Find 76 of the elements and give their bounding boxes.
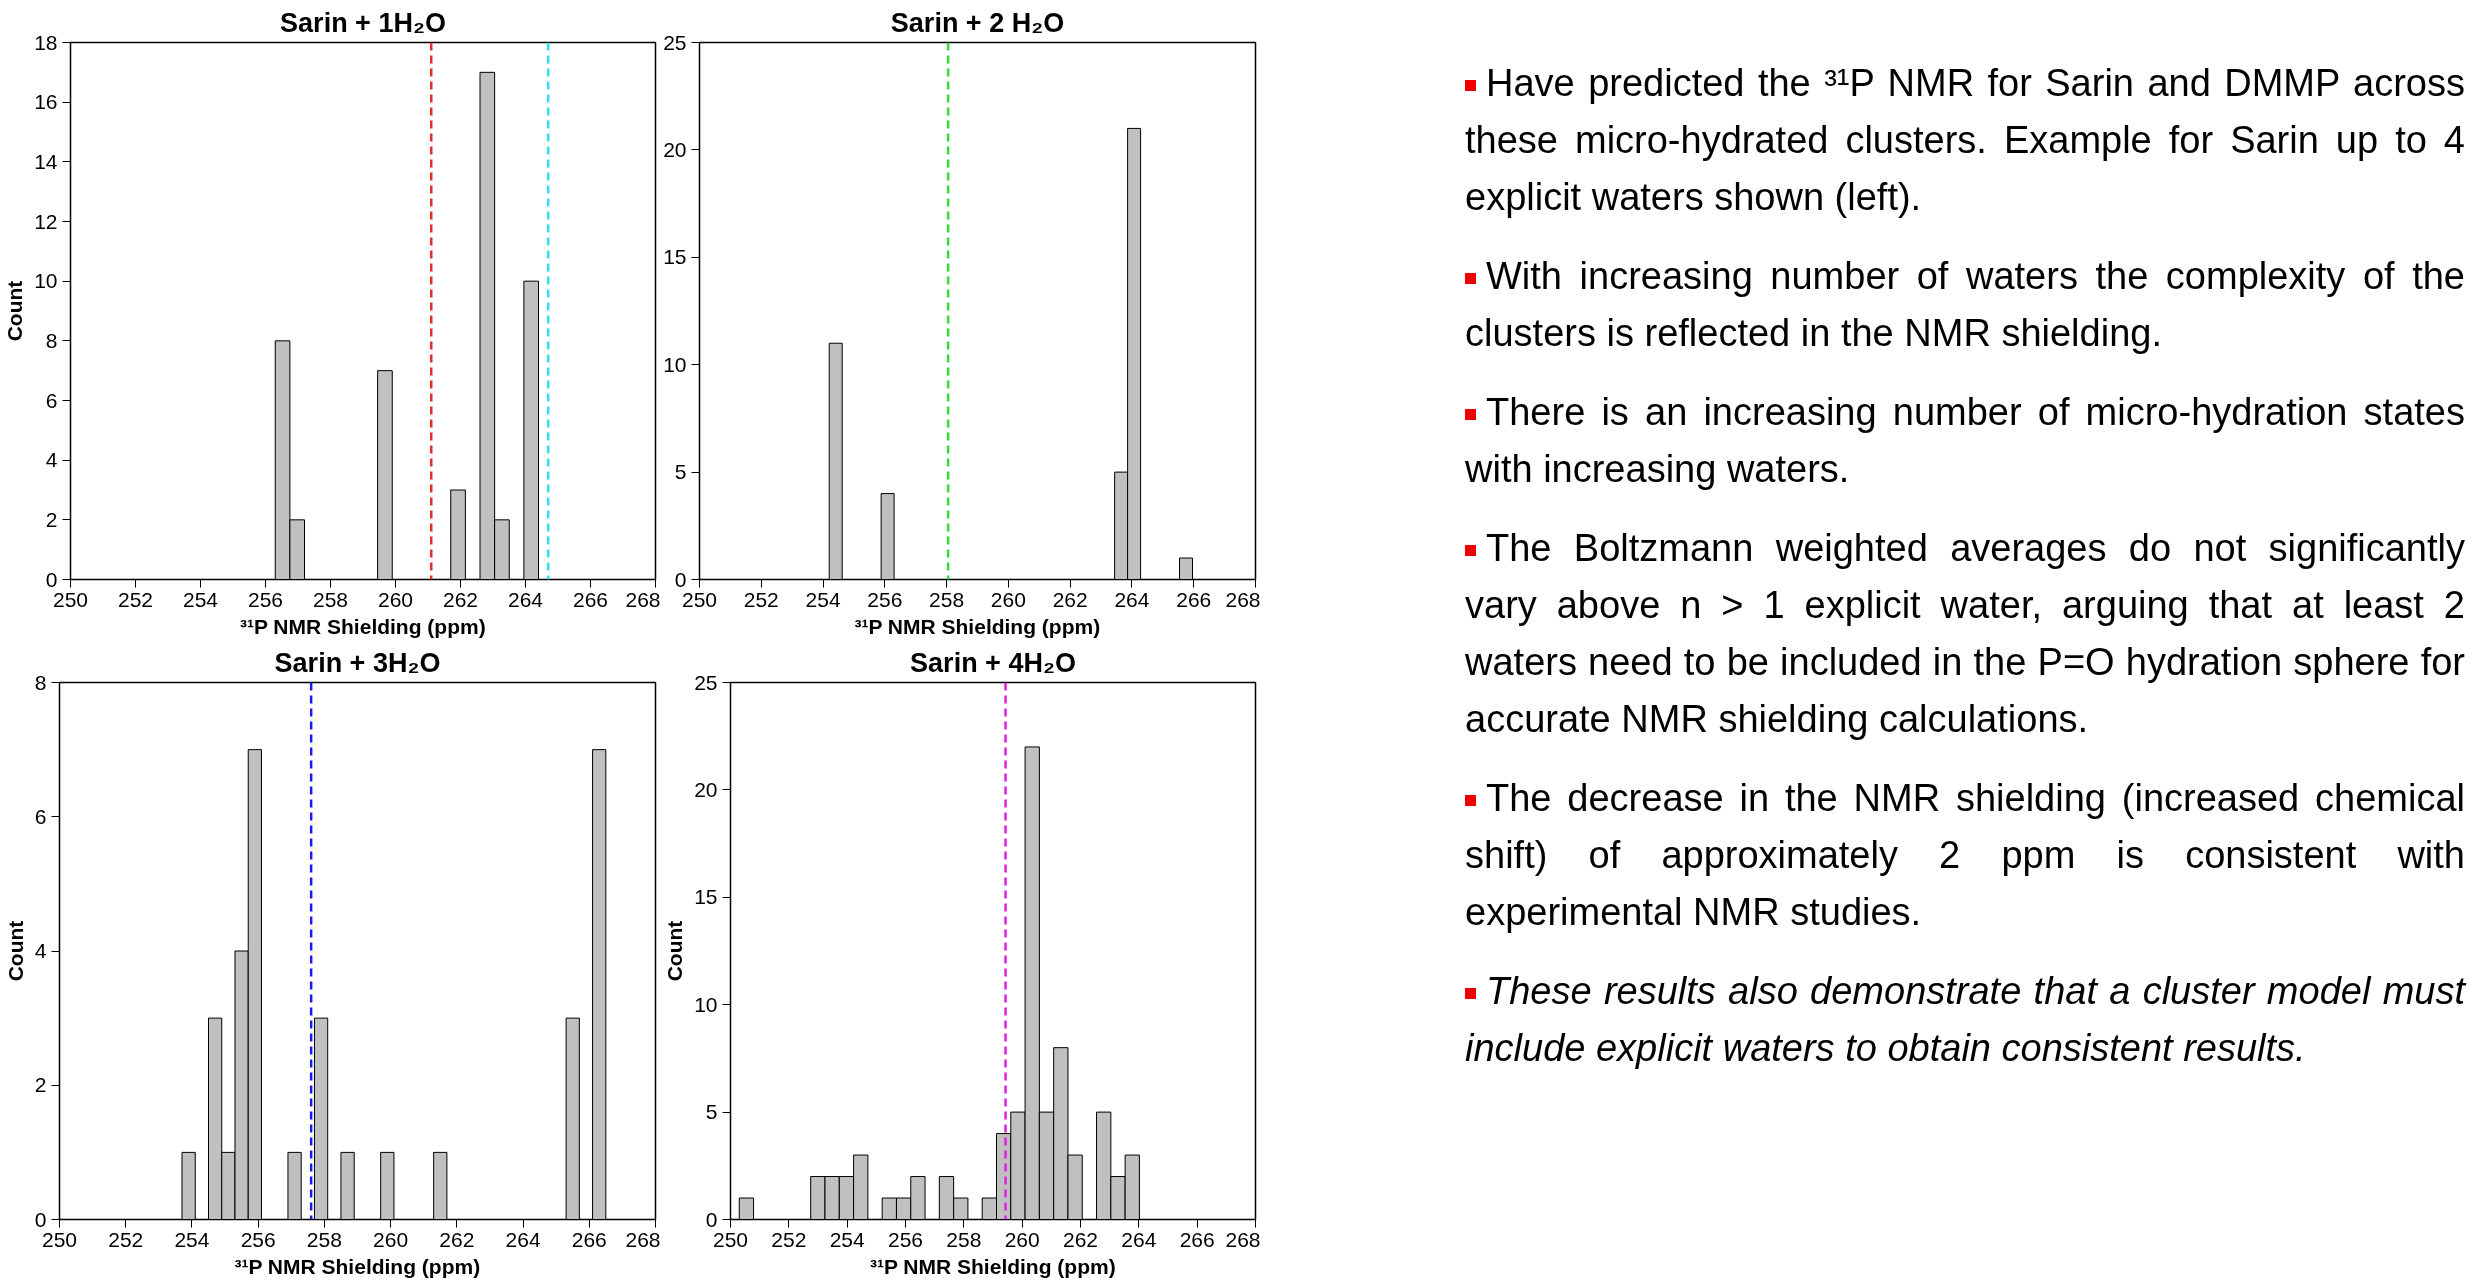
y-axis-title: Count bbox=[3, 920, 27, 982]
x-tick-label: 254 bbox=[805, 587, 841, 611]
y-tick-label: 25 bbox=[694, 670, 718, 694]
y-tick-label: 8 bbox=[34, 670, 47, 694]
x-tick-label: 268 bbox=[625, 1227, 661, 1251]
x-tick-label: 262 bbox=[442, 587, 479, 611]
y-tick-label: 20 bbox=[694, 777, 718, 801]
text: With increasing number of waters the complexity of the clusters is reflected in the NMR shielding. bbox=[1465, 254, 2465, 356]
x-tick-label: 252 bbox=[108, 1227, 144, 1251]
x-tick-label: 252 bbox=[771, 1227, 807, 1251]
y-axis-title: Count bbox=[3, 280, 27, 342]
chart-title: Sarin + 3H₂O bbox=[274, 647, 441, 678]
x-tick-label: 266 bbox=[572, 587, 609, 611]
text: There is an increasing number of micro-hydration states with increasing waters. bbox=[1465, 390, 2465, 492]
y-tick-label: 15 bbox=[694, 885, 718, 909]
x-tick-label: 262 bbox=[1062, 1227, 1099, 1251]
x-tick-label: 266 bbox=[1176, 587, 1212, 611]
text: These results also demonstrate that a cluster model must include explicit waters to obtain consistent results. bbox=[1465, 969, 2465, 1071]
x-tick-label: 268 bbox=[625, 587, 661, 611]
chart-title: Sarin + 1H₂O bbox=[280, 7, 446, 38]
x-tick-label: 264 bbox=[1114, 587, 1150, 611]
text: Have predicted the ³¹P NMR for Sarin and DMMP across these micro-hydrated clusters. Example for Sarin up to 4 explicit waters shown (left). bbox=[1465, 61, 2465, 220]
y-tick-label: 10 bbox=[34, 269, 58, 293]
x-tick-label: 256 bbox=[887, 1227, 924, 1251]
x-tick-label: 266 bbox=[571, 1227, 607, 1251]
y-tick-label: 18 bbox=[34, 30, 58, 54]
y-tick-label: 10 bbox=[663, 352, 687, 376]
x-tick-label: 262 bbox=[1052, 587, 1088, 611]
x-axis-title: ³¹P NMR Shielding (ppm) bbox=[239, 614, 486, 638]
x-tick-label: 260 bbox=[990, 587, 1026, 611]
y-tick-label: 5 bbox=[705, 1100, 718, 1124]
chart-title: Sarin + 2 H₂O bbox=[890, 7, 1065, 38]
y-tick-label: 6 bbox=[45, 388, 58, 412]
y-tick-label: 4 bbox=[34, 939, 47, 962]
x-tick-label: 254 bbox=[182, 587, 219, 611]
y-tick-label: 4 bbox=[45, 448, 58, 472]
x-tick-label: 254 bbox=[829, 1227, 866, 1251]
x-tick-label: 258 bbox=[312, 587, 349, 611]
y-tick-label: 16 bbox=[34, 90, 58, 114]
x-axis-title: ³¹P NMR Shielding (ppm) bbox=[869, 1254, 1116, 1278]
y-tick-label: 2 bbox=[34, 1073, 47, 1097]
x-tick-label: 258 bbox=[306, 1227, 342, 1251]
x-tick-label: 252 bbox=[117, 587, 154, 611]
x-tick-label: 256 bbox=[867, 587, 903, 611]
x-tick-label: 252 bbox=[743, 587, 779, 611]
chart-title: Sarin + 4H₂O bbox=[910, 647, 1076, 678]
text: The decrease in the NMR shielding (increased chemical shift) of approximately 2 ppm is consistent with experimental NMR studies. bbox=[1465, 776, 2465, 935]
y-tick-label: 10 bbox=[694, 992, 718, 1016]
x-tick-label: 258 bbox=[929, 587, 965, 611]
x-tick-label: 256 bbox=[247, 587, 284, 611]
x-tick-label: 264 bbox=[507, 587, 544, 611]
x-axis-title: ³¹P NMR Shielding (ppm) bbox=[854, 614, 1101, 638]
x-tick-label: 260 bbox=[1004, 1227, 1040, 1251]
text: The Boltzmann weighted averages do not significantly vary above n > 1 explicit water, arguing that at least 2 waters need to be included in the P=O hydration sphere for accurate NMR shielding calculations. bbox=[1465, 526, 2465, 742]
y-tick-label: 25 bbox=[663, 30, 687, 54]
x-tick-label: 266 bbox=[1179, 1227, 1215, 1251]
x-tick-label: 260 bbox=[377, 587, 414, 611]
y-tick-label: 2 bbox=[45, 507, 58, 531]
y-tick-label: 14 bbox=[34, 149, 58, 173]
y-tick-label: 15 bbox=[663, 245, 687, 269]
x-tick-label: 254 bbox=[174, 1227, 210, 1251]
x-tick-label: 268 bbox=[1225, 587, 1261, 611]
x-tick-label: 256 bbox=[240, 1227, 276, 1251]
x-tick-label: 262 bbox=[439, 1227, 475, 1251]
x-tick-label: 260 bbox=[373, 1227, 409, 1251]
y-tick-label: 8 bbox=[45, 328, 58, 352]
x-tick-label: 258 bbox=[946, 1227, 982, 1251]
y-tick-label: 6 bbox=[34, 804, 47, 828]
x-tick-label: 264 bbox=[1121, 1227, 1157, 1251]
x-tick-label: 264 bbox=[505, 1227, 541, 1251]
y-tick-label: 5 bbox=[674, 460, 687, 484]
x-axis-title: ³¹P NMR Shielding (ppm) bbox=[234, 1254, 481, 1278]
y-axis-title: Count bbox=[663, 920, 687, 982]
y-tick-label: 20 bbox=[663, 137, 687, 161]
x-tick-label: 268 bbox=[1225, 1227, 1261, 1251]
y-tick-label: 12 bbox=[34, 209, 58, 233]
